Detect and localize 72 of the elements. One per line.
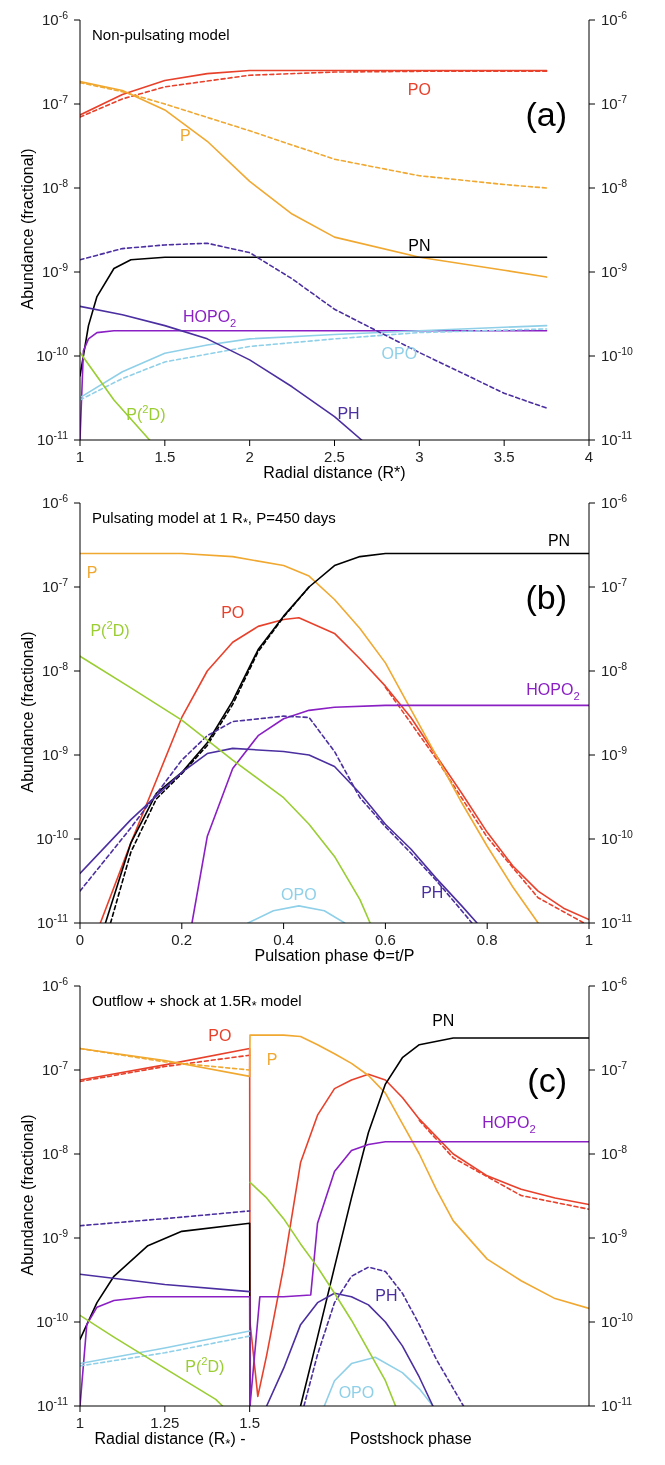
y-tick-label: 10$^{-8}$: [41, 177, 69, 196]
series-label: OPO: [381, 344, 418, 362]
series-label: PO: [221, 604, 245, 622]
y-axis-title: Abundance (fractional): [19, 147, 37, 312]
series-label: OPO: [338, 1383, 375, 1401]
y-tick-label: 10$^{-9}$: [41, 261, 69, 280]
y-tick-label: 10$^{-7}$: [601, 576, 628, 595]
series-label: P($^{2}$D): [90, 619, 130, 640]
y-tick-label: 10$^{-8}$: [601, 1143, 628, 1162]
x-axis-title: Radial distance (R$_{*}$) -: [93, 1430, 247, 1452]
x-tick-label: 1: [584, 931, 594, 948]
x-tick-label: 1: [75, 448, 85, 465]
text: Postshock phase: [349, 1430, 472, 1448]
x-tick-label: 0.4: [273, 931, 295, 948]
x-tick-label: 1.5: [154, 448, 176, 465]
series-label: PH: [421, 884, 444, 902]
series-label: PN: [547, 531, 571, 549]
y-tick-label: 10$^{-6}$: [601, 492, 628, 511]
y-tick-label: 10$^{-6}$: [601, 975, 628, 994]
y-tick-label: 10$^{-10}$: [36, 345, 69, 364]
y-tick-label: 10$^{-10}$: [601, 828, 634, 847]
y-tick-label: 10$^{-9}$: [601, 744, 628, 763]
y-tick-label: 10$^{-10}$: [601, 1311, 634, 1330]
annotation: (b): [525, 578, 567, 617]
series-label: P: [179, 127, 191, 145]
y-tick-label: 10$^{-7}$: [601, 1059, 628, 1078]
x-tick-label: 3.5: [493, 448, 515, 465]
y-tick-label: 10$^{-11}$: [601, 1395, 633, 1414]
series-label: HOPO$_{2}$: [482, 1113, 536, 1135]
y-tick-label: 10$^{-9}$: [601, 1227, 628, 1246]
x-tick-label: 0.6: [374, 931, 396, 948]
series-label: P: [86, 563, 98, 581]
annotation: (a): [525, 95, 567, 134]
y-axis-title: Abundance (fractional): [19, 1113, 37, 1278]
series-label: PO: [208, 1027, 232, 1045]
x-tick-label: 0.2: [171, 931, 193, 948]
chart-title: Non-pulsating model: [92, 26, 230, 43]
y-tick-label: 10$^{-11}$: [601, 912, 633, 931]
x-tick-label: 2.5: [324, 448, 345, 465]
series-label: PO: [407, 80, 431, 98]
y-axis-title: Abundance (fractional): [19, 630, 37, 795]
x-tick-label: 1.5: [239, 1414, 261, 1431]
x-tick-label: 3: [415, 448, 424, 465]
y-tick-label: 10$^{-11}$: [36, 429, 69, 448]
series-label: HOPO$_{2}$: [526, 681, 580, 703]
x-tick-label: 2: [245, 448, 254, 465]
series-label: OPO: [281, 886, 317, 904]
x-axis-title: Pulsation phase Φ=t/P: [253, 947, 416, 965]
y-tick-label: 10$^{-8}$: [601, 660, 628, 679]
line-series: [80, 715, 473, 923]
series-label: P($^{2}$D): [126, 402, 166, 424]
series-label: PN: [408, 237, 431, 255]
series-label: P($^{2}$D): [185, 1355, 225, 1376]
series-label: PN: [432, 1012, 455, 1030]
x-tick-label: 4: [584, 448, 594, 465]
text: Outflow + shock at 1.5R$_{*}$ model: [92, 992, 302, 1013]
series-label: PH: [375, 1287, 398, 1305]
x-tick-label: 0.8: [476, 931, 498, 948]
y-tick-label: 10$^{-6}$: [41, 9, 69, 28]
series-label: PH: [337, 404, 360, 422]
x-axis-title: Radial distance (R*): [262, 464, 407, 482]
text: Pulsating model at 1 R$_{*}$, P=450 days: [92, 509, 336, 530]
x-tick-label: 0: [75, 931, 85, 948]
x-tick-label: 1: [75, 1414, 85, 1431]
line-series: [80, 655, 371, 923]
series-label: HOPO$_{2}$: [182, 307, 237, 329]
line-series: [80, 305, 363, 440]
x-tick-label: 1.25: [150, 1414, 180, 1431]
line-series: [191, 704, 589, 923]
y-tick-label: 10$^{-7}$: [41, 93, 69, 112]
annotation: (c): [527, 1061, 567, 1100]
series-label: P: [266, 1051, 278, 1069]
